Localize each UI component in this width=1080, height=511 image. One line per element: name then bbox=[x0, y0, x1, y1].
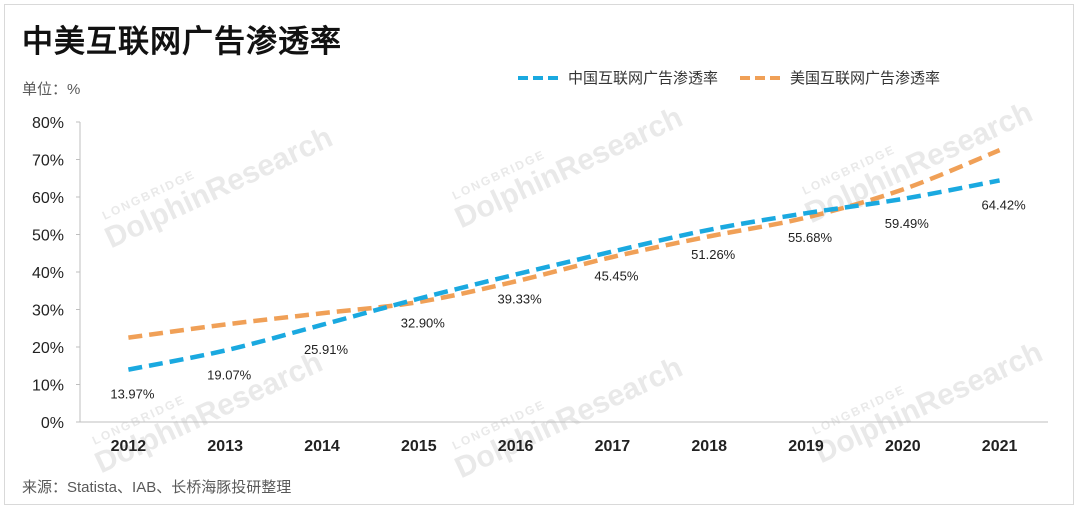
x-tick-label: 2019 bbox=[788, 438, 824, 455]
x-tick-label: 2018 bbox=[691, 438, 727, 455]
x-tick-label: 2021 bbox=[982, 438, 1018, 455]
legend-item-us: 美国互联网广告渗透率 bbox=[740, 67, 940, 88]
series-line-us bbox=[128, 148, 1001, 340]
legend-item-china: 中国互联网广告渗透率 bbox=[518, 67, 718, 88]
data-label-china: 59.49% bbox=[885, 216, 930, 231]
legend: 中国互联网广告渗透率 美国互联网广告渗透率 bbox=[518, 67, 962, 88]
chart-title: 中美互联网广告渗透率 bbox=[22, 24, 342, 59]
data-label-china: 39.33% bbox=[498, 292, 543, 307]
y-tick-label: 80% bbox=[32, 115, 64, 132]
x-tick-label: 2013 bbox=[207, 438, 243, 455]
data-label-china: 45.45% bbox=[594, 269, 639, 284]
source-note: 来源：Statista、IAB、长桥海豚投研整理 bbox=[22, 479, 292, 496]
legend-label-china: 中国互联网广告渗透率 bbox=[568, 70, 719, 87]
data-label-china: 64.42% bbox=[982, 197, 1027, 212]
y-tick-label: 20% bbox=[32, 340, 64, 357]
legend-swatch-china bbox=[518, 75, 562, 80]
y-tick-label: 0% bbox=[41, 415, 64, 432]
chart-frame bbox=[4, 4, 1074, 505]
y-tick-label: 10% bbox=[32, 378, 64, 395]
data-label-china: 51.26% bbox=[691, 247, 736, 262]
y-tick-label: 40% bbox=[32, 265, 64, 282]
x-tick-label: 2014 bbox=[304, 438, 340, 455]
x-tick-label: 2017 bbox=[595, 438, 631, 455]
data-label-china: 19.07% bbox=[207, 367, 252, 382]
y-tick-label: 70% bbox=[32, 153, 64, 170]
data-label-china: 32.90% bbox=[401, 316, 446, 331]
unit-label: 单位：% bbox=[22, 81, 81, 98]
x-tick-label: 2015 bbox=[401, 438, 437, 455]
x-tick-label: 2020 bbox=[885, 438, 921, 455]
data-label-china: 25.91% bbox=[304, 342, 349, 357]
data-label-china: 55.68% bbox=[788, 230, 833, 245]
legend-swatch-us bbox=[740, 75, 785, 80]
y-tick-label: 60% bbox=[32, 190, 64, 207]
y-tick-label: 30% bbox=[32, 303, 64, 320]
x-tick-label: 2012 bbox=[111, 438, 147, 455]
data-label-china: 13.97% bbox=[110, 387, 155, 402]
legend-label-us: 美国互联网广告渗透率 bbox=[790, 70, 941, 87]
y-tick-label: 50% bbox=[32, 228, 64, 245]
series-line-china bbox=[127, 178, 1001, 372]
x-tick-label: 2016 bbox=[498, 438, 534, 455]
